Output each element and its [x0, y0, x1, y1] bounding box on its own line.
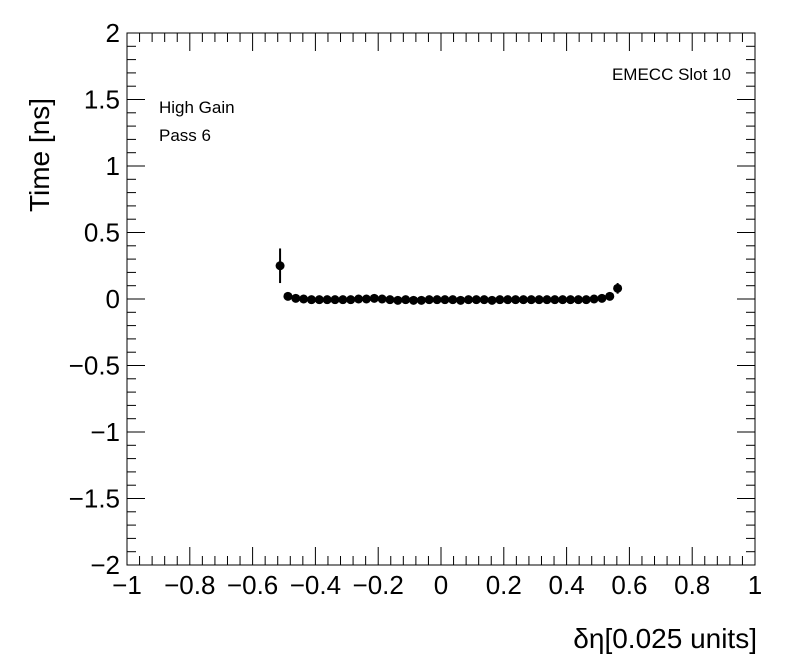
y-tick-label: 1	[106, 151, 120, 181]
y-tick-label: −2	[90, 550, 120, 580]
data-point	[291, 293, 301, 303]
data-point	[369, 293, 379, 303]
data-point	[597, 293, 607, 303]
y-tick-label: 0	[106, 284, 120, 314]
data-point	[503, 295, 513, 305]
data-point	[581, 295, 591, 305]
x-tick-label: 0.2	[486, 570, 522, 600]
data-point	[393, 295, 403, 305]
data-point	[448, 295, 458, 305]
data-point	[456, 295, 466, 305]
data-point	[275, 261, 285, 271]
data-point	[463, 295, 473, 305]
x-tick-label: 1	[748, 570, 762, 600]
y-tick-label: 2	[106, 18, 120, 48]
data-point	[558, 295, 568, 305]
data-point	[487, 295, 497, 305]
data-point	[322, 295, 332, 305]
y-tick-label: −1.5	[69, 484, 120, 514]
data-point	[346, 295, 356, 305]
x-tick-label: 0	[434, 570, 448, 600]
data-point	[314, 295, 324, 305]
x-tick-label: 0.6	[611, 570, 647, 600]
x-tick-label: −0.6	[227, 570, 278, 600]
y-tick-labels: −2 −1.5 −1 −0.5 0 0.5 1 1.5 2	[69, 18, 120, 580]
gain-label: High Gain	[159, 98, 235, 117]
x-tick-label: 0.8	[674, 570, 710, 600]
y-tick-label: 1.5	[84, 85, 120, 115]
y-tick-label: 0.5	[84, 218, 120, 248]
data-point	[432, 295, 442, 305]
data-point	[566, 295, 576, 305]
data-point	[283, 291, 293, 301]
detector-label: EMECC Slot 10	[612, 65, 731, 84]
y-tick-label: −0.5	[69, 351, 120, 381]
x-axis-title: δη[0.025 units]	[573, 623, 757, 654]
minor-ticks	[126, 32, 756, 566]
data-point	[542, 295, 552, 305]
data-point	[526, 295, 536, 305]
data-point	[511, 295, 521, 305]
data-point	[479, 295, 489, 305]
data-point	[424, 295, 434, 305]
data-point	[338, 295, 348, 305]
data-point	[354, 294, 364, 304]
data-point	[401, 295, 411, 305]
x-tick-label: −1	[112, 570, 142, 600]
data-point	[409, 295, 419, 305]
data-point	[495, 295, 505, 305]
data-markers	[275, 248, 623, 305]
data-point	[471, 295, 481, 305]
data-point	[361, 294, 371, 304]
pass-label: Pass 6	[159, 126, 211, 145]
data-point	[518, 295, 528, 305]
data-point	[550, 295, 560, 305]
data-point	[589, 294, 599, 304]
data-point	[330, 295, 340, 305]
data-point	[573, 295, 583, 305]
data-point	[377, 294, 387, 304]
data-point	[299, 294, 309, 304]
data-point	[385, 295, 395, 305]
data-point	[416, 295, 426, 305]
y-axis-title: Time [ns]	[24, 98, 55, 212]
x-tick-label: −0.4	[290, 570, 341, 600]
data-point	[613, 283, 623, 293]
x-tick-label: −0.2	[353, 570, 404, 600]
data-point	[534, 295, 544, 305]
data-point	[440, 295, 450, 305]
data-point	[605, 291, 615, 301]
x-tick-label: −0.8	[164, 570, 215, 600]
x-tick-label: 0.4	[549, 570, 585, 600]
y-tick-label: −1	[90, 417, 120, 447]
data-point	[306, 295, 316, 305]
x-tick-labels: −1 −0.8 −0.6 −0.4 −0.2 0 0.2 0.4 0.6 0.8 1	[112, 570, 762, 600]
